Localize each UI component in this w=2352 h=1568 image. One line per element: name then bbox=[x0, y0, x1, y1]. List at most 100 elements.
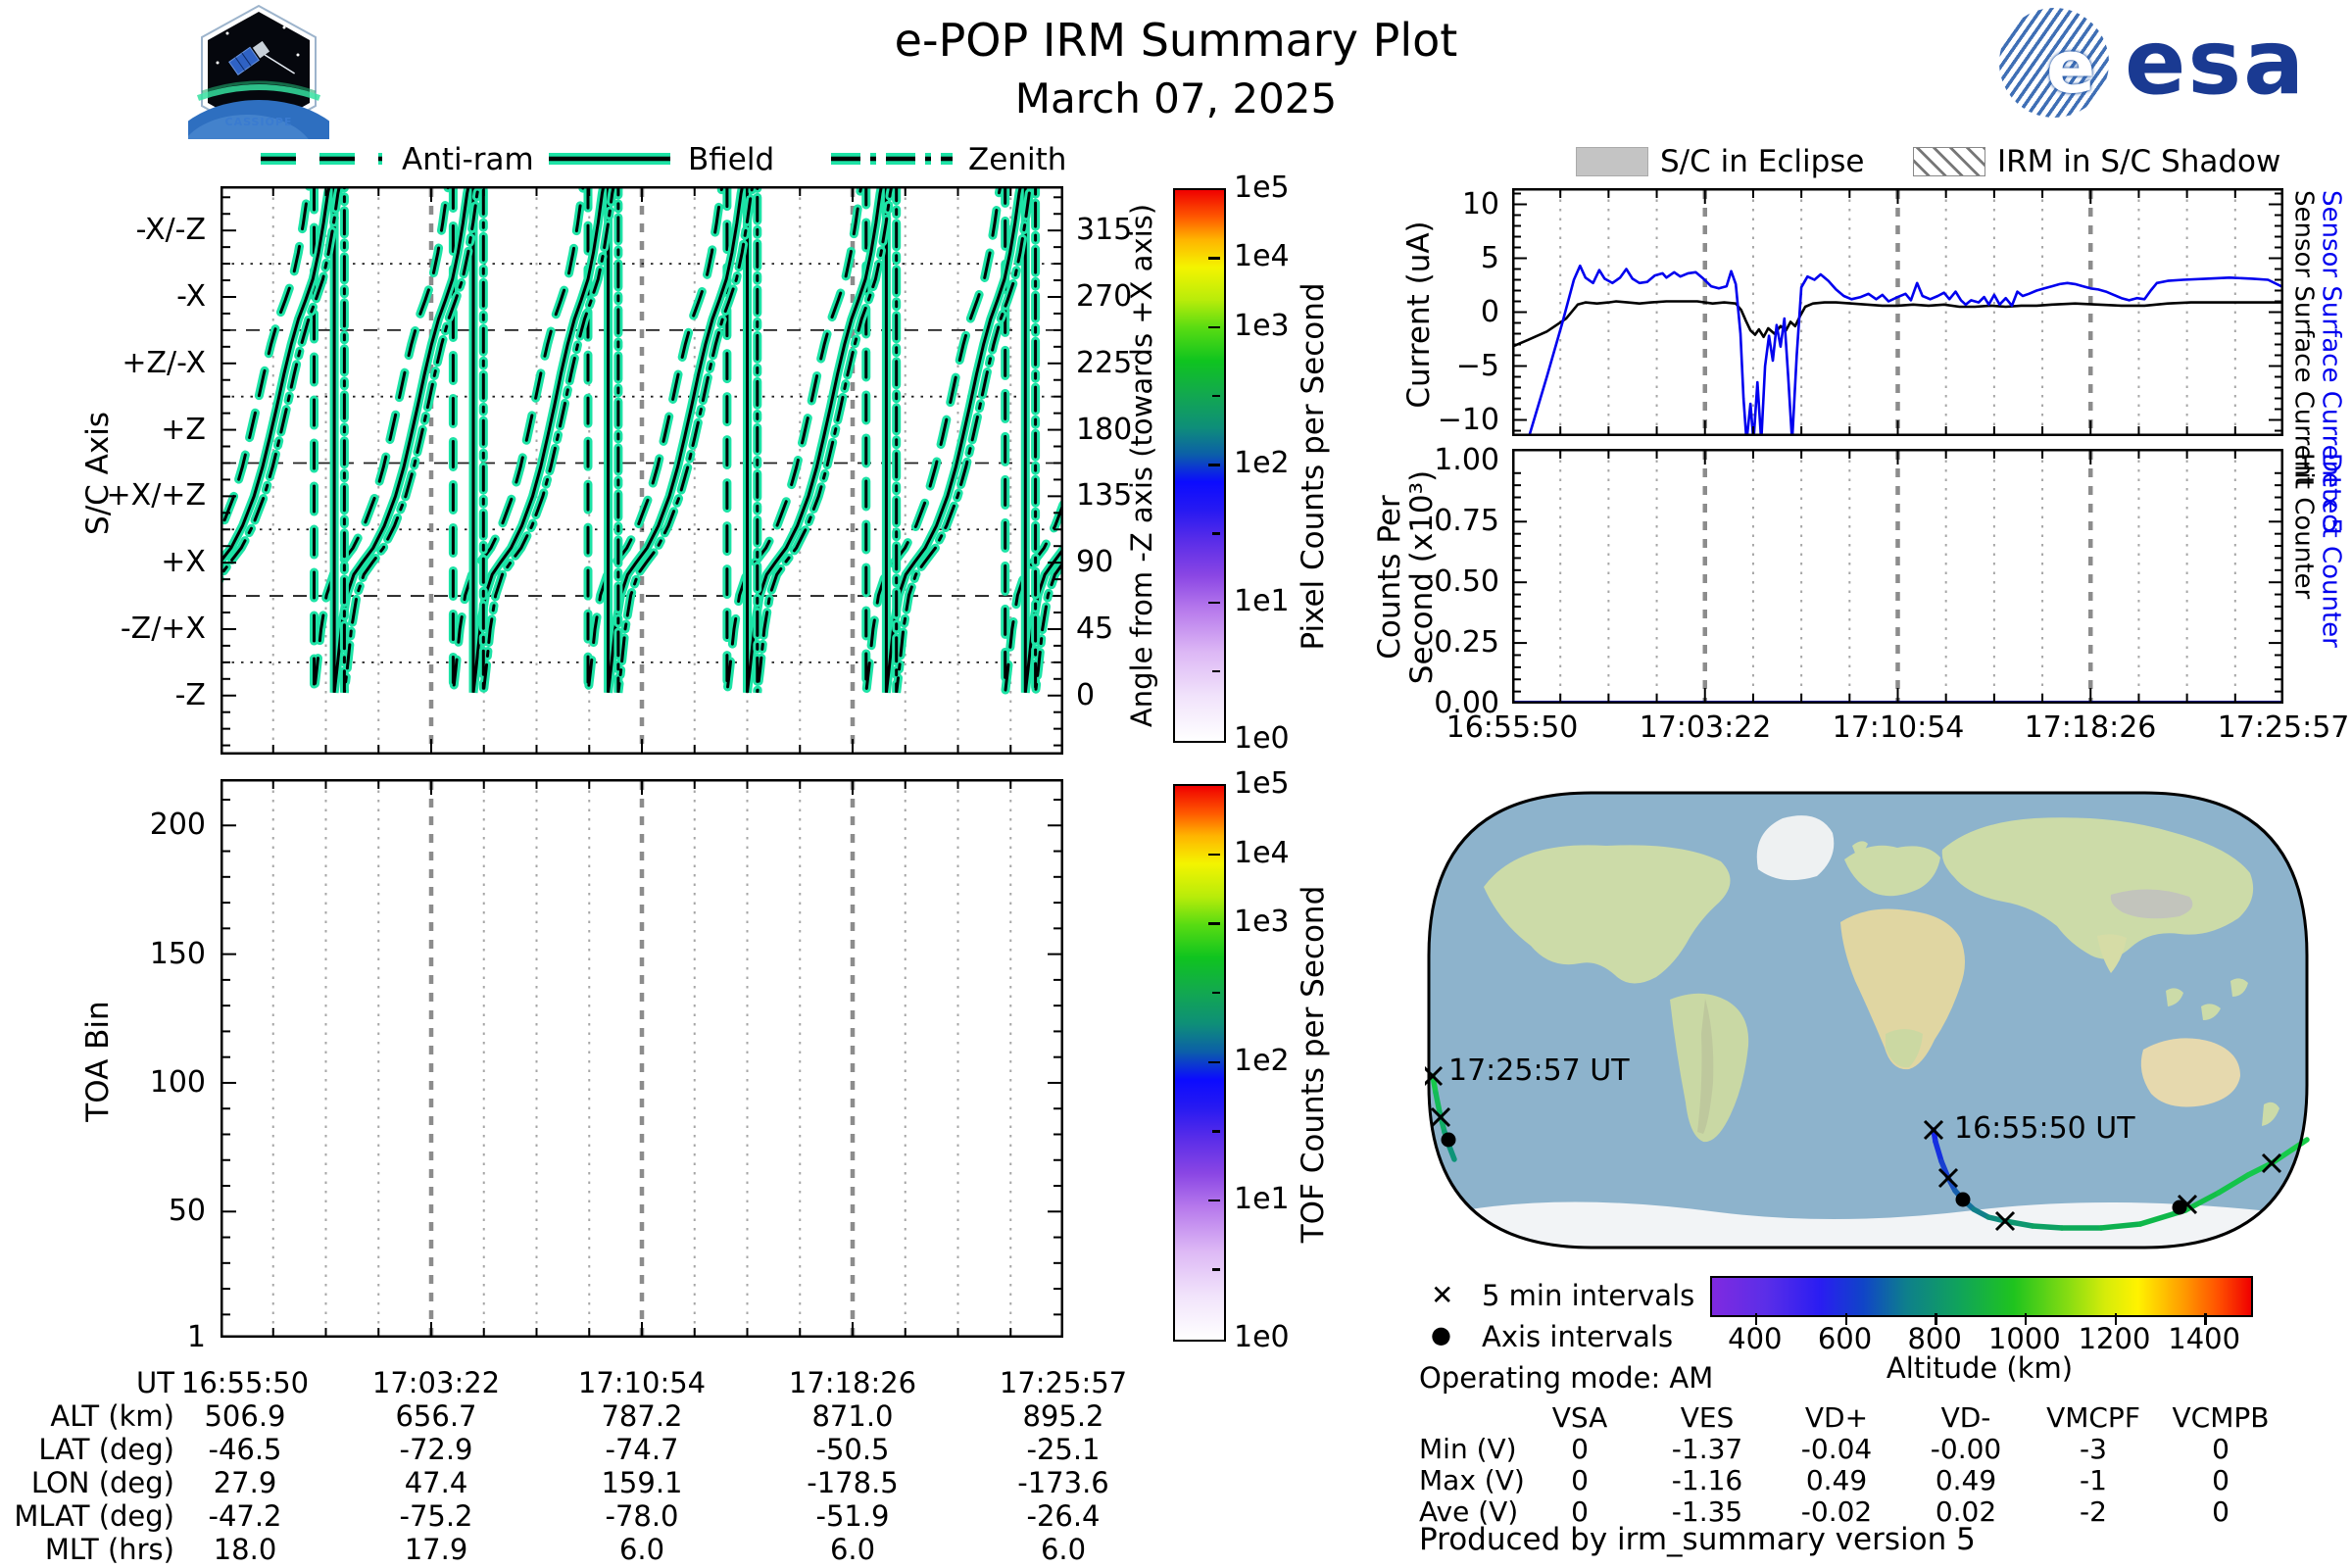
voltage-column-header: VCMPB bbox=[2172, 1401, 2270, 1434]
current-ytick: −5 bbox=[1455, 348, 1499, 383]
voltage-row-label: Ave (V) bbox=[1419, 1495, 1519, 1528]
ephemeris-cell: -50.5 bbox=[815, 1433, 890, 1466]
current-ylabel: Current (uA) bbox=[1401, 220, 1437, 409]
voltage-cell: -3 bbox=[2080, 1433, 2107, 1465]
attitude-ytick-right: 180 bbox=[1076, 412, 1133, 447]
toa-ytick: 1 bbox=[186, 1320, 206, 1354]
track-main-segment bbox=[1971, 1206, 1991, 1220]
colorbar-tick-label: 1e3 bbox=[1234, 308, 1290, 343]
attitude-ytick-left: +Z/-X bbox=[122, 345, 206, 380]
current-series bbox=[1513, 300, 2282, 348]
colorbar-minor-tick bbox=[1212, 394, 1220, 398]
eclipse-swatch bbox=[1576, 147, 1648, 176]
toa-ylabel: TOA Bin bbox=[80, 1001, 116, 1122]
current-ytick: 5 bbox=[1480, 240, 1499, 275]
attitude-ytick-left: +X/+Z bbox=[106, 478, 206, 514]
colorbar-tick-label: 1e5 bbox=[1234, 766, 1290, 801]
time-tick-label: 16:55:50 bbox=[1446, 710, 1579, 745]
counts-ytick: 0.75 bbox=[1434, 504, 1499, 539]
track-main-segment bbox=[1985, 1214, 2008, 1224]
counts-ytick: 0.50 bbox=[1434, 564, 1499, 600]
ephemeris-cell: -74.7 bbox=[605, 1433, 679, 1466]
voltage-cell: -0.00 bbox=[1930, 1433, 2002, 1465]
colorbar-tick bbox=[1208, 325, 1220, 328]
current-series bbox=[1528, 264, 2282, 435]
anti-ram-curve bbox=[221, 187, 1062, 693]
bfield-curve bbox=[221, 187, 1062, 693]
ephemeris-cell: -78.0 bbox=[605, 1499, 679, 1533]
colorbar-tick-label: 1e3 bbox=[1234, 905, 1290, 940]
current-chart bbox=[1512, 188, 2283, 436]
counts-right-label-black: Hit Counter bbox=[2288, 453, 2319, 600]
axis-interval-dot bbox=[2172, 1200, 2187, 1215]
colorbar-tick bbox=[1208, 1199, 1220, 1202]
five-min-intervals-label: 5 min intervals bbox=[1482, 1279, 1695, 1312]
page-title: e-POP IRM Summary Plot bbox=[894, 14, 1458, 67]
track-end-segment bbox=[1446, 1144, 1457, 1162]
altitude-tick-label: 1000 bbox=[1987, 1322, 2061, 1355]
colorbar-tick-label: 1e2 bbox=[1234, 1043, 1290, 1078]
attitude-ytick-right: 270 bbox=[1076, 278, 1133, 314]
irm-shadow-swatch bbox=[1913, 147, 1985, 176]
voltage-cell: -0.02 bbox=[1800, 1495, 1873, 1528]
ephemeris-cell: 17:18:26 bbox=[788, 1366, 917, 1399]
ephemeris-row-label: MLT (hrs) bbox=[44, 1533, 174, 1566]
voltage-cell: -1.37 bbox=[1671, 1433, 1743, 1465]
voltage-cell: 0.02 bbox=[1935, 1495, 1997, 1528]
track-main-segment bbox=[2216, 1172, 2251, 1196]
ephemeris-row-label: LAT (deg) bbox=[38, 1433, 174, 1466]
attitude-ytick-right: 315 bbox=[1076, 213, 1133, 248]
angle-axis-label: Angle from -Z axis (towards +X axis) bbox=[1125, 203, 1158, 728]
ephemeris-cell: 27.9 bbox=[213, 1466, 277, 1499]
ground-track: 16:55:50 UT 17:25:57 UT bbox=[1425, 1054, 2310, 1232]
voltage-column-header: VMCPF bbox=[2046, 1401, 2140, 1434]
ephemeris-row-label: MLAT (deg) bbox=[14, 1499, 174, 1533]
counts-ytick: 1.00 bbox=[1434, 443, 1499, 478]
toa-ytick: 200 bbox=[149, 808, 206, 843]
colorbar-tick-label: 1e4 bbox=[1234, 835, 1290, 870]
track-main-segment bbox=[2098, 1221, 2143, 1231]
current-ytick: 0 bbox=[1480, 294, 1499, 329]
time-tick-label: 17:10:54 bbox=[1832, 710, 1965, 745]
ephemeris-cell: 787.2 bbox=[601, 1399, 683, 1433]
legend-bfield: Bfield bbox=[688, 142, 775, 177]
continents bbox=[1429, 815, 2307, 1248]
ephemeris-cell: -178.5 bbox=[807, 1466, 899, 1499]
start-time-label: 16:55:50 UT bbox=[1954, 1111, 2135, 1146]
axis-interval-dot bbox=[1441, 1132, 1456, 1148]
current-ytick: 10 bbox=[1461, 186, 1499, 221]
counts-ytick: 0.25 bbox=[1434, 625, 1499, 661]
ephemeris-cell: 656.7 bbox=[395, 1399, 477, 1433]
ephemeris-cell: -75.2 bbox=[399, 1499, 473, 1533]
voltage-row-label: Min (V) bbox=[1419, 1433, 1517, 1465]
altitude-tick bbox=[1935, 1313, 1937, 1325]
attitude-ytick-right: 90 bbox=[1076, 545, 1114, 580]
ephemeris-cell: -26.4 bbox=[1026, 1499, 1101, 1533]
colorbar-tick-label: 1e5 bbox=[1234, 171, 1290, 205]
ephemeris-cell: -25.1 bbox=[1026, 1433, 1101, 1466]
attitude-ytick-right: 135 bbox=[1076, 478, 1133, 514]
bfield-line-sample bbox=[549, 153, 670, 165]
altitude-label: Altitude (km) bbox=[1886, 1351, 2074, 1385]
ephemeris-cell: 6.0 bbox=[618, 1533, 665, 1566]
counts-ytick: 0.00 bbox=[1434, 686, 1499, 720]
colorbar-tick bbox=[1208, 1060, 1220, 1063]
counts-ylabel-line1: Counts Per bbox=[1372, 495, 1407, 660]
zenith-curve bbox=[221, 187, 1062, 693]
ephemeris-cell: 17:10:54 bbox=[577, 1366, 707, 1399]
colorbar-minor-tick bbox=[1212, 532, 1220, 535]
colorbar-minor-tick bbox=[1212, 1130, 1220, 1133]
ephemeris-cell: -47.2 bbox=[208, 1499, 282, 1533]
voltage-column-header: VES bbox=[1680, 1401, 1735, 1434]
voltage-cell: 0.49 bbox=[1935, 1464, 1997, 1496]
voltage-cell: 0 bbox=[1571, 1433, 1589, 1465]
altitude-tick bbox=[1844, 1313, 1847, 1325]
ephemeris-cell: -72.9 bbox=[399, 1433, 473, 1466]
track-main-segment bbox=[2002, 1218, 2035, 1229]
colorbar-minor-tick bbox=[1212, 1268, 1220, 1271]
altitude-colorbar bbox=[1710, 1276, 2253, 1317]
zenith-line-sample bbox=[831, 153, 953, 165]
altitude-tick bbox=[1754, 1313, 1758, 1325]
ephemeris-cell: 895.2 bbox=[1022, 1399, 1104, 1433]
